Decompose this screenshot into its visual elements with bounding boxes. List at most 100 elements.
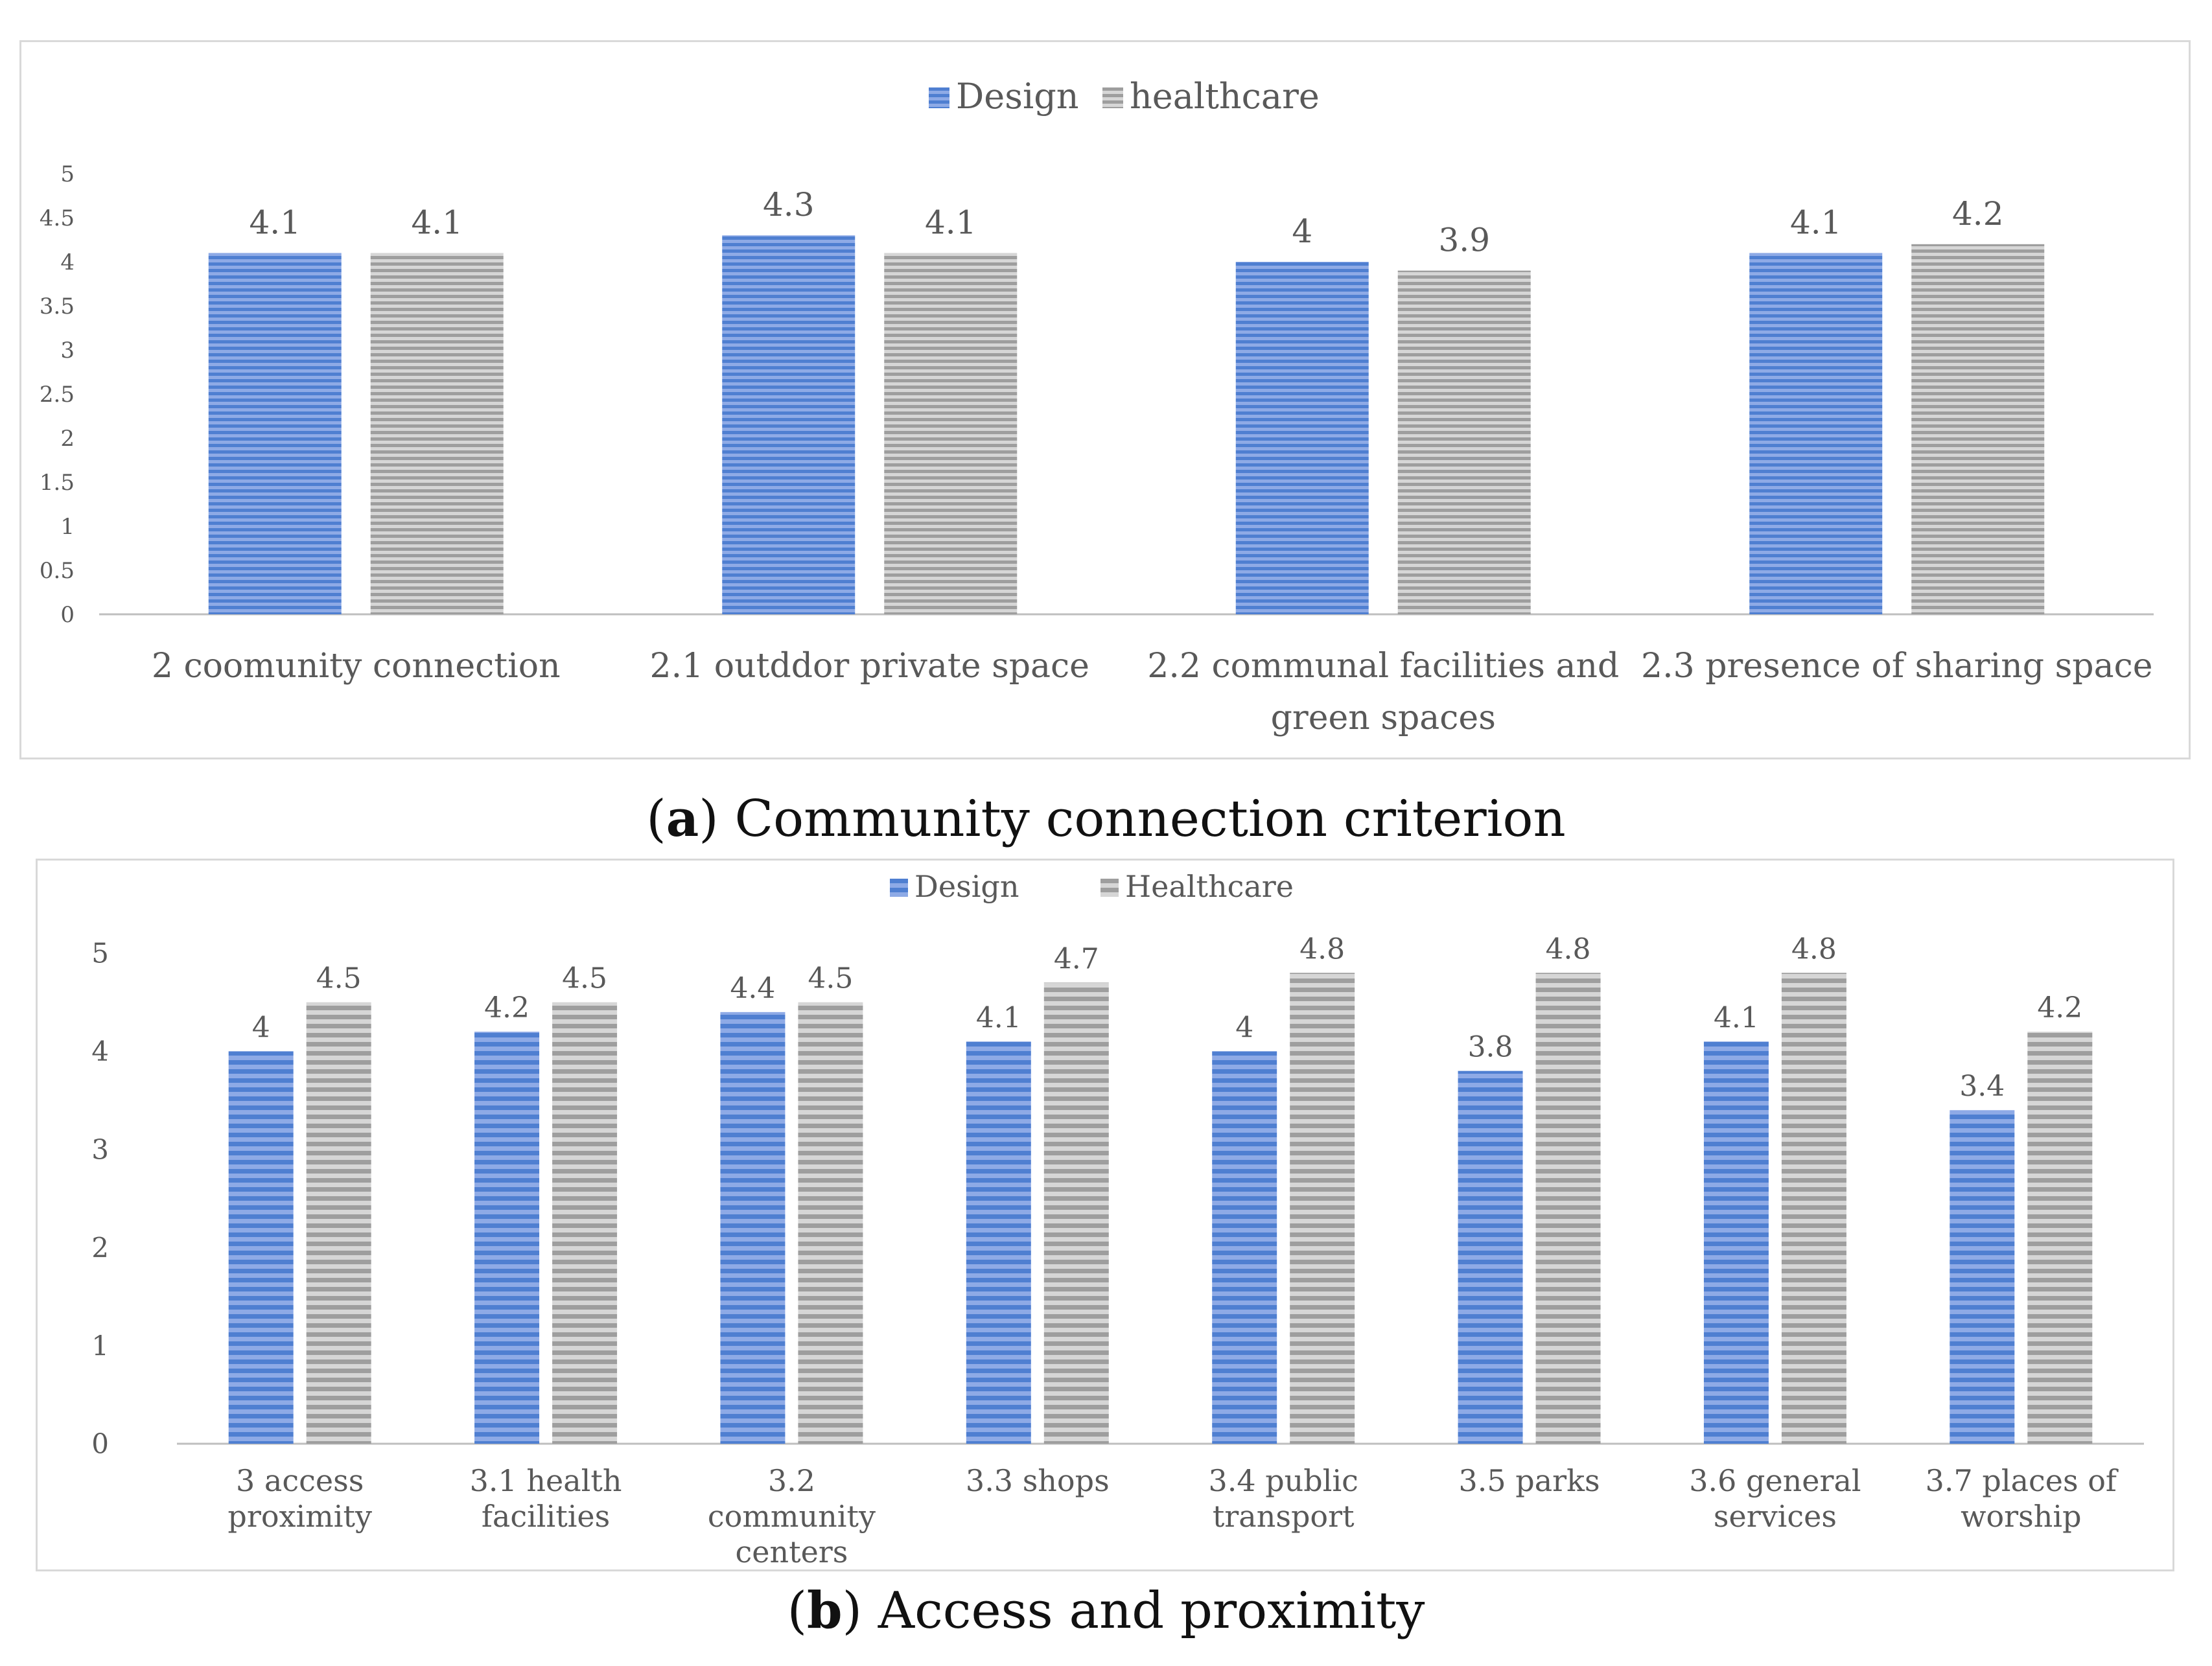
bar-design: [1458, 1070, 1523, 1444]
y-tick-label: 3: [60, 338, 75, 364]
x-category-label: services: [1714, 1499, 1837, 1534]
y-tick-label: 4.5: [40, 205, 75, 231]
caption-a-letter: a: [666, 789, 699, 848]
value-label-design: 4.3: [763, 186, 815, 224]
value-label-design: 3.8: [1468, 1031, 1513, 1064]
legend-design-swatch: [929, 87, 949, 108]
value-label-healthcare: 4.8: [1299, 932, 1345, 966]
legend-design-label: Design: [914, 869, 1019, 904]
value-label-healthcare: 4.5: [808, 962, 853, 995]
y-tick-label: 4: [91, 1035, 109, 1067]
bar-healthcare: [306, 1002, 371, 1444]
bar-healthcare: [1397, 270, 1531, 615]
value-label-design: 3.4: [1959, 1070, 2005, 1103]
caption-b-text: Access and proximity: [862, 1582, 1425, 1640]
value-label-healthcare: 4.5: [562, 962, 607, 995]
x-category-label: 3.5 parks: [1459, 1463, 1600, 1498]
legend-healthcare-swatch: [1102, 87, 1123, 108]
x-category-label: centers: [735, 1534, 848, 1569]
bar-design: [1950, 1110, 2015, 1444]
y-tick-label: 1.5: [40, 470, 75, 496]
bar-design: [228, 1051, 294, 1444]
caption-a: (a) Community connection criterion: [646, 789, 1566, 848]
x-category-label: green spaces: [1271, 699, 1496, 737]
value-label-healthcare: 3.9: [1438, 222, 1490, 259]
y-tick-label: 2: [60, 426, 75, 452]
value-label-design: 4: [252, 1011, 270, 1044]
value-label-healthcare: 4.8: [1791, 932, 1837, 966]
y-tick-label: 3.5: [40, 294, 75, 319]
bar-healthcare: [884, 253, 1018, 614]
value-label-design: 4.2: [484, 991, 530, 1024]
y-tick-label: 1: [60, 514, 75, 540]
chart-a: Design healthcare 0 0.5 1 1.5 2 2.5 3 3.5 4 4.5 5 4.1…: [40, 76, 2154, 737]
bar-design: [966, 1041, 1031, 1444]
x-category-label: 2.1 outddor private space: [650, 647, 1089, 686]
x-category-label: 3.6 general: [1689, 1463, 1861, 1498]
bar-design: [720, 1012, 786, 1444]
bar-healthcare: [1781, 973, 1846, 1444]
chart-panel-a: Design healthcare 0 0.5 1 1.5 2 2.5 3 3.5 4 4.5 5 4.1…: [19, 40, 2191, 759]
bar-healthcare: [370, 253, 504, 614]
value-label-design: 4.1: [1790, 203, 1842, 241]
bar-healthcare: [1290, 973, 1355, 1444]
y-tick-label: 2: [91, 1232, 109, 1264]
bar-design: [474, 1032, 540, 1444]
value-label-design: 4.1: [1714, 1001, 1759, 1034]
value-label-design: 4: [1292, 213, 1312, 250]
bar-design: [722, 235, 856, 614]
caption-a-text: Community connection criterion: [718, 790, 1566, 848]
y-tick-label: 2.5: [40, 382, 75, 408]
bar-healthcare: [1043, 982, 1109, 1444]
value-label-healthcare: 4.7: [1054, 942, 1099, 975]
bar-design: [1212, 1051, 1277, 1444]
legend-healthcare-label: healthcare: [1130, 76, 1320, 117]
x-category-label: proximity: [227, 1499, 372, 1534]
value-label-healthcare: 4.2: [1952, 195, 2004, 233]
x-category-label: 3.1 health: [470, 1463, 622, 1498]
x-category-label: community: [708, 1499, 876, 1534]
value-label-healthcare: 4.5: [316, 962, 362, 995]
bar-healthcare: [1535, 973, 1601, 1444]
bar-healthcare: [2027, 1032, 2093, 1444]
y-tick-label: 5: [60, 161, 75, 187]
bar-healthcare: [798, 1002, 863, 1444]
y-tick-label: 0.5: [40, 558, 75, 584]
x-category-label: worship: [1961, 1499, 2081, 1534]
value-label-design: 4.1: [249, 203, 301, 241]
bar-healthcare: [552, 1002, 618, 1444]
value-label-healthcare: 4.1: [925, 203, 977, 241]
x-category-label: transport: [1213, 1499, 1355, 1534]
bar-design: [208, 253, 342, 614]
y-tick-label: 0: [60, 602, 75, 628]
x-category-label: 3.3 shops: [966, 1463, 1110, 1498]
caption-b-letter: b: [807, 1581, 843, 1640]
legend-design-label: Design: [956, 76, 1079, 117]
x-category-label: 2 coomunity connection: [152, 647, 561, 686]
value-label-design: 4.1: [976, 1001, 1021, 1034]
value-label-healthcare: 4.2: [2037, 991, 2082, 1024]
bar-design: [1703, 1041, 1769, 1444]
x-category-label: facilities: [482, 1499, 610, 1534]
x-category-label: 3.7 places of: [1926, 1463, 2119, 1498]
y-tick-label: 3: [91, 1134, 109, 1166]
x-category-label: 3.2: [768, 1463, 815, 1498]
value-label-healthcare: 4.8: [1546, 932, 1591, 966]
caption-b: (b) Access and proximity: [787, 1581, 1425, 1640]
y-tick-label: 0: [91, 1428, 109, 1460]
x-category-label: 2.3 presence of sharing space: [1641, 647, 2152, 686]
y-tick-label: 4: [60, 249, 75, 275]
x-category-label: 2.2 communal facilities and: [1147, 647, 1619, 686]
value-label-design: 4: [1235, 1011, 1253, 1044]
legend-healthcare-swatch: [1100, 879, 1119, 897]
y-tick-label: 5: [91, 938, 109, 969]
y-tick-label: 1: [91, 1330, 109, 1361]
x-category-label: 3 access: [236, 1463, 364, 1498]
bar-design: [1749, 253, 1883, 614]
chart-b: Design Healthcare 0 1 2 3 4 5 4 4.5 3 accessproxim…: [91, 869, 2144, 1569]
bar-healthcare: [1911, 244, 2045, 614]
legend-design-swatch: [890, 879, 908, 897]
value-label-healthcare: 4.1: [411, 203, 463, 241]
value-label-design: 4.4: [730, 972, 775, 1005]
x-category-label: 3.4 public: [1208, 1463, 1358, 1498]
